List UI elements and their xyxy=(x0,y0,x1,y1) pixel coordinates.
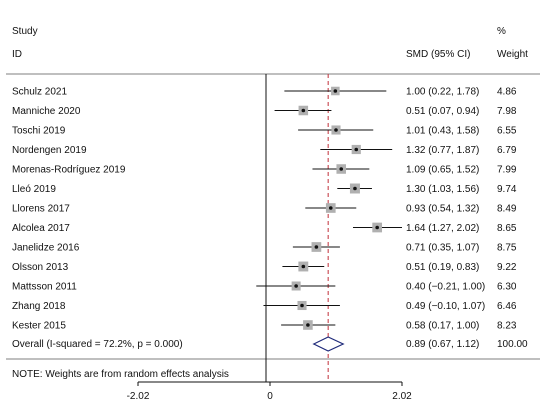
point-estimate-marker xyxy=(300,303,304,308)
study-ci-text: 1.64 (1.27, 2.02) xyxy=(406,223,479,234)
study-ci-text: 0.51 (0.07, 0.94) xyxy=(406,106,479,117)
overall-diamond xyxy=(312,336,345,352)
point-estimate-marker xyxy=(354,147,359,152)
study-row: Kester 2015 0.58 (0.17, 1.00) 8.23 xyxy=(12,320,517,332)
study-row: Toschi 2019 1.01 (0.43, 1.58) 6.55 xyxy=(12,125,517,137)
study-id: Janelidze 2016 xyxy=(12,243,80,254)
study-weight: 6.46 xyxy=(497,301,517,312)
study-ci-text: 0.51 (0.19, 0.83) xyxy=(406,262,479,273)
study-weight: 8.49 xyxy=(497,204,517,215)
study-id: Kester 2015 xyxy=(12,321,66,332)
study-row: Mattsson 2011 0.40 (−0.21, 1.00) 6.30 xyxy=(12,281,517,293)
study-ci-text: 0.71 (0.35, 1.07) xyxy=(406,243,479,254)
study-weight: 6.79 xyxy=(497,145,517,156)
study-ci-text: 1.09 (0.65, 1.52) xyxy=(406,165,479,176)
study-ci-text: 1.32 (0.77, 1.87) xyxy=(406,145,479,156)
study-ci-text: 0.58 (0.17, 1.00) xyxy=(406,321,479,332)
study-row: Llorens 2017 0.93 (0.54, 1.32) 8.49 xyxy=(12,203,517,215)
study-id: Toschi 2019 xyxy=(12,126,66,137)
study-weight: 8.75 xyxy=(497,243,517,254)
point-estimate-marker xyxy=(334,128,338,132)
study-rows: Schulz 2021 1.00 (0.22, 1.78) 4.86 Manniche… xyxy=(12,87,517,332)
x-tick-label: 0 xyxy=(267,391,273,402)
point-estimate-marker xyxy=(306,323,310,327)
study-row: Janelidze 2016 0.71 (0.35, 1.07) 8.75 xyxy=(12,242,517,254)
point-estimate-marker xyxy=(294,284,298,288)
study-row: Lleó 2019 1.30 (1.03, 1.56) 9.74 xyxy=(12,183,517,195)
study-row: Alcolea 2017 1.64 (1.27, 2.02) 8.65 xyxy=(12,222,517,234)
x-tick-label: 2.02 xyxy=(392,391,412,402)
study-weight: 9.74 xyxy=(497,184,517,195)
x-axis-ticks: -2.02 0 2.02 xyxy=(127,382,412,402)
study-weight: 8.65 xyxy=(497,223,517,234)
study-weight: 7.99 xyxy=(497,165,517,176)
header-id-label: ID xyxy=(12,49,22,60)
point-estimate-marker xyxy=(333,89,338,93)
study-id: Zhang 2018 xyxy=(12,301,66,312)
overall-label: Overall (I-squared = 72.2%, p = 0.000) xyxy=(12,339,183,350)
x-tick-label: -2.02 xyxy=(127,391,150,402)
point-estimate-marker xyxy=(339,167,344,171)
point-estimate-marker xyxy=(301,108,306,113)
study-row: Morenas-Rodríguez 2019 1.09 (0.65, 1.52) 7… xyxy=(12,164,517,176)
overall-row: Overall (I-squared = 72.2%, p = 0.000) 0… xyxy=(12,336,528,352)
point-estimate-marker xyxy=(328,206,333,210)
header-study-label: Study xyxy=(12,26,38,37)
header-effect-label: SMD (95% CI) xyxy=(406,49,470,60)
study-weight: 9.22 xyxy=(497,262,517,273)
study-id: Nordengen 2019 xyxy=(12,145,87,156)
study-ci-text: 1.30 (1.03, 1.56) xyxy=(406,184,479,195)
study-id: Llorens 2017 xyxy=(12,204,70,215)
study-weight: 7.98 xyxy=(497,106,517,117)
study-id: Schulz 2021 xyxy=(12,87,67,98)
point-estimate-marker xyxy=(375,225,379,230)
study-id: Mattsson 2011 xyxy=(12,282,77,293)
study-row: Schulz 2021 1.00 (0.22, 1.78) 4.86 xyxy=(12,87,517,98)
study-weight: 8.23 xyxy=(497,321,517,332)
point-estimate-marker xyxy=(301,264,306,269)
study-row: Zhang 2018 0.49 (−0.10, 1.07) 6.46 xyxy=(12,300,517,312)
study-weight: 4.86 xyxy=(497,87,517,98)
study-ci-text: 0.93 (0.54, 1.32) xyxy=(406,204,479,215)
study-ci-text: 0.49 (−0.10, 1.07) xyxy=(406,301,485,312)
study-weight: 6.55 xyxy=(497,126,517,137)
study-row: Nordengen 2019 1.32 (0.77, 1.87) 6.79 xyxy=(12,144,517,156)
overall-ci-text: 0.89 (0.67, 1.12) xyxy=(406,339,479,350)
point-estimate-marker xyxy=(353,186,357,191)
note-text: NOTE: Weights are from random effects an… xyxy=(12,369,229,380)
study-ci-text: 1.01 (0.43, 1.58) xyxy=(406,126,479,137)
study-id: Lleó 2019 xyxy=(12,184,56,195)
study-row: Manniche 2020 0.51 (0.07, 0.94) 7.98 xyxy=(12,105,517,117)
study-weight: 6.30 xyxy=(497,282,517,293)
study-id: Morenas-Rodríguez 2019 xyxy=(12,165,126,176)
overall-weight: 100.00 xyxy=(497,339,528,350)
study-ci-text: 1.00 (0.22, 1.78) xyxy=(406,87,479,98)
study-id: Alcolea 2017 xyxy=(12,223,70,234)
point-estimate-marker xyxy=(314,245,319,249)
study-id: Olsson 2013 xyxy=(12,262,69,273)
study-row: Olsson 2013 0.51 (0.19, 0.83) 9.22 xyxy=(12,261,517,273)
study-ci-text: 0.40 (−0.21, 1.00) xyxy=(406,282,485,293)
header-percent-label: % xyxy=(497,26,506,37)
study-id: Manniche 2020 xyxy=(12,106,81,117)
header-weight-label: Weight xyxy=(497,49,528,60)
